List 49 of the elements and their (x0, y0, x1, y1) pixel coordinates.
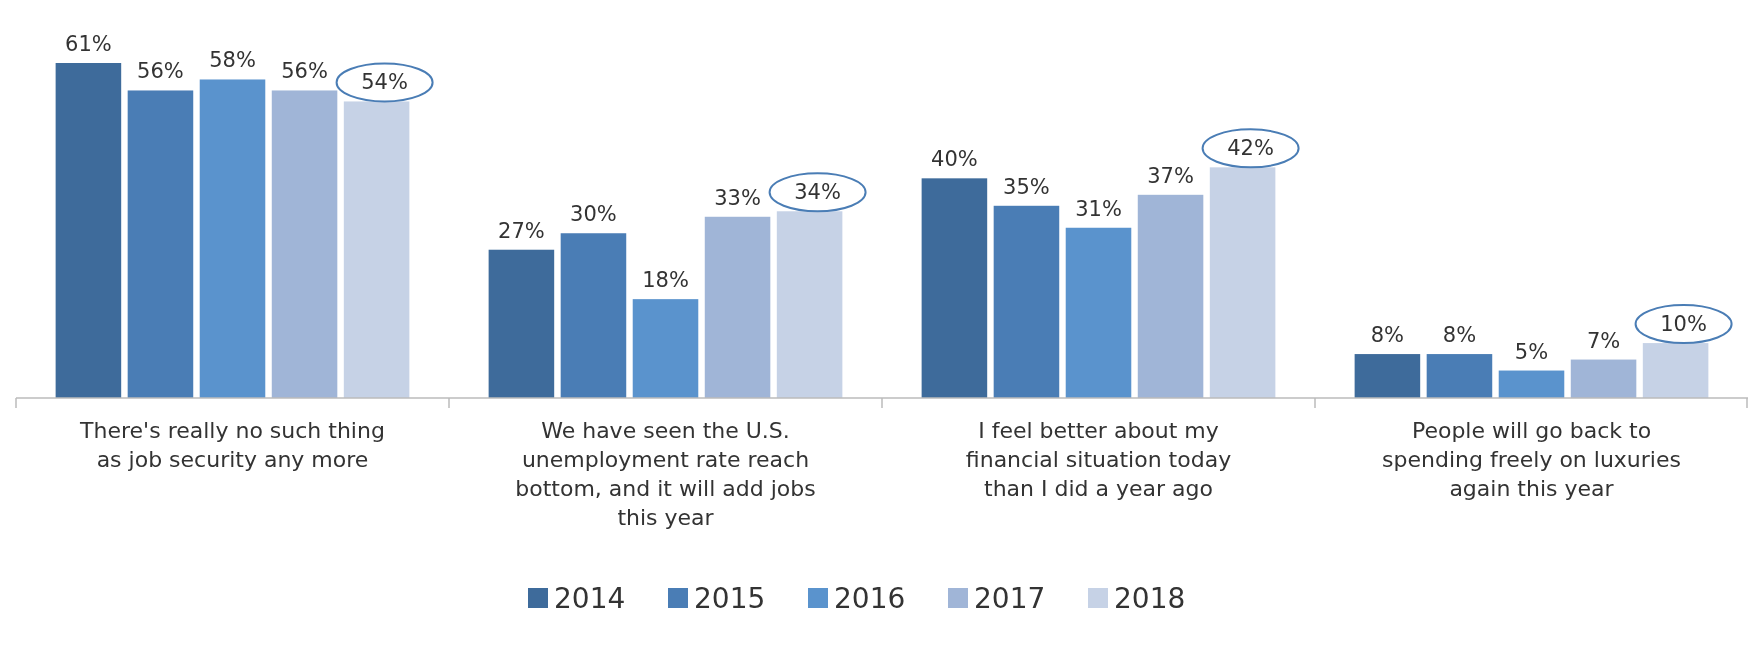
legend-label: 2018 (1114, 582, 1186, 615)
data-label: 31% (1075, 196, 1122, 221)
legend-label: 2017 (974, 582, 1046, 615)
bar (632, 299, 699, 398)
data-label: 10% (1660, 312, 1707, 337)
x-tick-label: I feel better about my financial situation today than I did a year ago (965, 418, 1232, 501)
bar (55, 63, 122, 398)
data-label: 61% (65, 32, 112, 56)
data-label: 35% (1003, 174, 1050, 199)
data-label: 18% (642, 268, 689, 293)
bar (1065, 227, 1132, 398)
legend-label: 2016 (834, 582, 906, 615)
bar (1137, 194, 1204, 398)
data-label: 34% (794, 180, 841, 205)
data-label: 30% (570, 202, 617, 227)
data-label: 5% (1514, 339, 1549, 364)
x-tick-label: We have seen the U.S. unemployment rate reach bottom, and it will add jobs this year (515, 418, 816, 530)
bar (704, 216, 771, 398)
legend-label: 2015 (694, 582, 766, 615)
bar (1642, 343, 1709, 398)
bar (343, 101, 410, 398)
data-label: 54% (361, 70, 408, 95)
x-tick-label: People will go back to spending freely on luxuries again this year (1382, 418, 1681, 501)
data-label: 27% (498, 218, 545, 243)
data-label: 8% (1442, 323, 1477, 348)
bar (560, 233, 627, 398)
bar (1426, 354, 1493, 398)
data-label: 37% (1147, 163, 1194, 188)
data-label: 40% (931, 147, 978, 172)
bar (921, 178, 988, 398)
data-label: 33% (714, 185, 761, 210)
bar (1570, 359, 1637, 398)
data-label: 56% (281, 59, 328, 84)
bar (1209, 167, 1276, 398)
data-label: 58% (209, 48, 256, 73)
bar (199, 79, 266, 398)
bar (776, 211, 843, 398)
data-label: 7% (1586, 328, 1621, 353)
data-label: 8% (1370, 323, 1405, 348)
data-label: 42% (1227, 136, 1274, 161)
bar (488, 249, 555, 398)
legend-label: 2014 (554, 582, 626, 615)
bar (271, 90, 338, 398)
bar (1354, 354, 1421, 398)
data-label: 56% (137, 59, 184, 84)
bar (1498, 370, 1565, 398)
x-tick-label: There's really no such thing as job security any more (79, 418, 385, 472)
bar (993, 205, 1060, 398)
bar (127, 90, 194, 398)
